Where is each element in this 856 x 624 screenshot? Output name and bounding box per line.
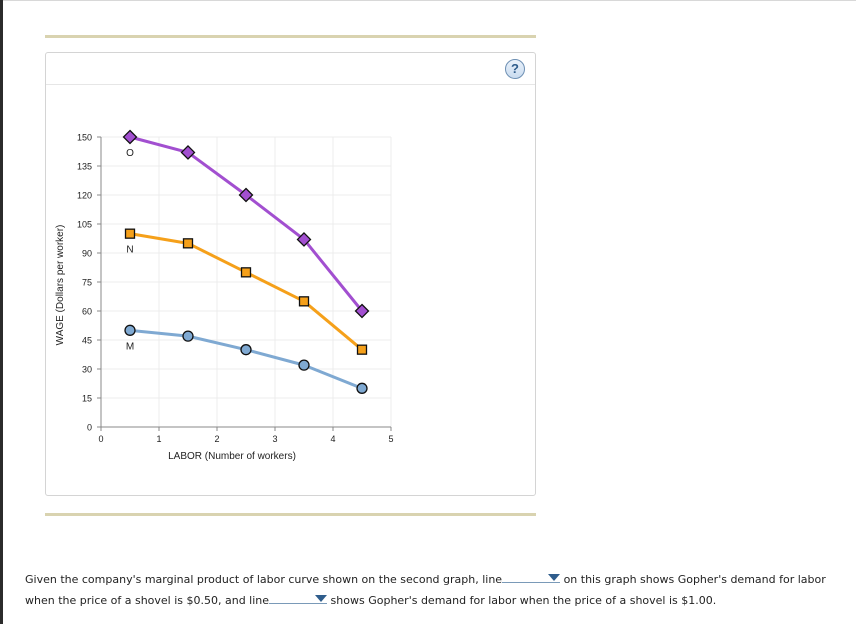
x-tick-label: 3 <box>272 434 277 444</box>
help-icon[interactable]: ? <box>505 59 525 79</box>
point-N[interactable] <box>124 228 136 239</box>
point-N[interactable] <box>356 344 368 355</box>
point-M[interactable] <box>298 359 310 371</box>
question-part-2: on this graph shows Gopher's demand for … <box>563 573 826 586</box>
question-part-1: Given the company's marginal product of … <box>25 573 503 586</box>
chevron-down-icon <box>315 595 328 602</box>
y-tick-label: 30 <box>82 365 92 375</box>
x-tick-label: 2 <box>214 434 219 444</box>
series-label-N: N <box>126 245 133 256</box>
y-tick-label: 15 <box>82 394 92 404</box>
point-O[interactable] <box>238 187 254 203</box>
y-tick-label: 150 <box>77 133 92 143</box>
chevron-down-icon <box>548 574 561 581</box>
series-line-N <box>129 232 363 351</box>
point-O[interactable] <box>354 303 370 319</box>
point-M[interactable] <box>356 382 368 394</box>
y-tick-label: 0 <box>87 423 92 433</box>
y-tick-label: 135 <box>77 162 92 172</box>
window-edge <box>0 0 3 624</box>
point-N[interactable] <box>240 267 252 278</box>
point-O[interactable] <box>296 232 312 247</box>
question-text: Given the company's marginal product of … <box>25 569 845 611</box>
series-label-M: M <box>126 341 134 352</box>
y-tick-label: 75 <box>82 278 92 288</box>
y-axis-label: WAGE (Dollars per worker) <box>55 225 66 346</box>
point-O[interactable] <box>122 129 138 145</box>
y-tick-label: 60 <box>82 307 92 317</box>
grid-lines <box>100 136 392 428</box>
point-O[interactable] <box>180 145 196 160</box>
top-divider <box>45 35 536 38</box>
panel-header: ? <box>46 53 535 85</box>
x-tick-label: 1 <box>156 434 161 444</box>
point-M[interactable] <box>240 344 252 356</box>
question-part-3: when the price of a shovel is $0.50, and… <box>25 594 270 607</box>
axis-labels: LABOR (Number of workers) WAGE (Dollars … <box>55 225 296 462</box>
line-dropdown-2[interactable] <box>269 591 328 604</box>
x-tick-label: 5 <box>388 434 393 444</box>
series-group: O N M <box>122 129 370 394</box>
point-M[interactable] <box>182 330 194 342</box>
series-line-M <box>129 328 363 390</box>
y-tick-label: 120 <box>77 191 92 201</box>
y-tick-label: 45 <box>82 336 92 346</box>
point-N[interactable] <box>298 296 310 307</box>
top-border <box>3 0 856 1</box>
x-axis-label: LABOR (Number of workers) <box>168 451 296 462</box>
series-label-O: O <box>126 148 134 159</box>
y-tick-label: 90 <box>82 249 92 259</box>
question-part-4: shows Gopher's demand for labor when the… <box>330 594 717 607</box>
y-tick-label: 105 <box>77 220 92 230</box>
x-tick-label: 0 <box>98 434 103 444</box>
point-M[interactable] <box>124 324 136 336</box>
point-N[interactable] <box>182 238 194 249</box>
x-tick-label: 4 <box>330 434 335 444</box>
bottom-divider <box>45 513 536 516</box>
line-dropdown-1[interactable] <box>502 570 561 583</box>
